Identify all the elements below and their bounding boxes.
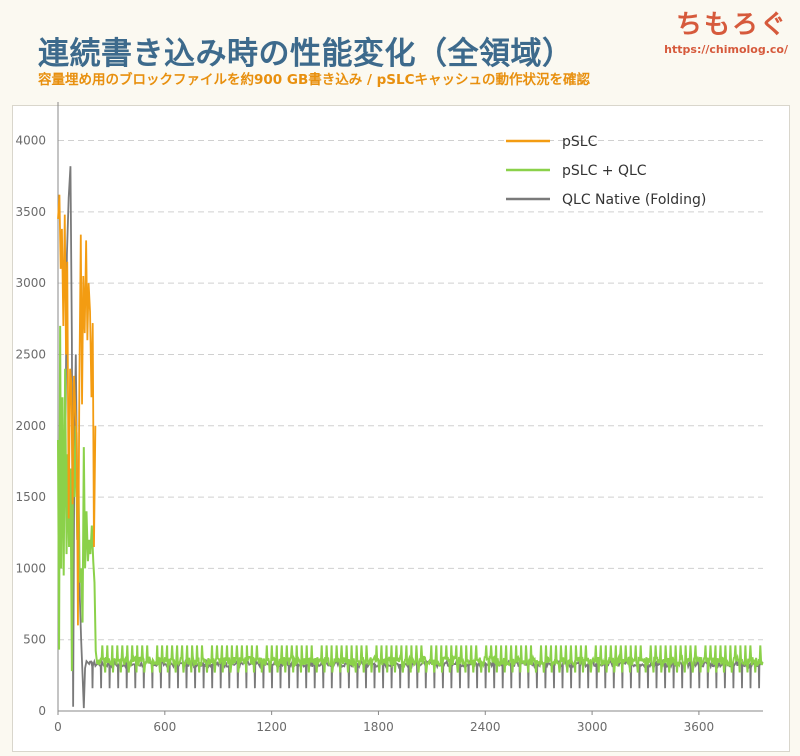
x-axis-ticks: 0 600 1200 1800 2400 3000 3600 (54, 711, 714, 734)
y-tick-label: 2500 (15, 347, 46, 361)
brand-logo: ちもろぐ https://chimolog.co/ (664, 4, 788, 56)
series-line-qlc-native (64, 166, 764, 709)
x-tick-label: 3000 (577, 720, 608, 734)
brand-url: https://chimolog.co/ (664, 43, 788, 56)
brand-name: ちもろぐ (675, 10, 788, 40)
y-axis-ticks: 0 500 1000 1500 2000 2500 3000 3500 4000 (15, 134, 46, 718)
y-tick-label: 3500 (15, 205, 46, 219)
series-line-pslc-qlc (57, 325, 764, 673)
x-tick-label: 3600 (684, 720, 715, 734)
x-tick-label: 0 (54, 720, 62, 734)
y-tick-label: 2000 (15, 419, 46, 433)
y-tick-label: 1500 (15, 490, 46, 504)
x-tick-label: 600 (153, 720, 176, 734)
legend-item-pslc-label: pSLC (562, 134, 598, 150)
chart-frame (12, 105, 790, 752)
y-tick-label: 3000 (15, 276, 46, 290)
legend: pSLC pSLC + QLC QLC Native (Folding) (506, 134, 706, 208)
page-title: 連続書き込み時の性能変化（全領域） (38, 36, 574, 72)
y-tick-label: 1000 (15, 561, 46, 575)
y-tick-label: 500 (23, 633, 46, 647)
y-tick-label: 0 (38, 704, 46, 718)
series-line-pslc (57, 194, 97, 626)
legend-item-qlc-native-label: QLC Native (Folding) (562, 192, 706, 208)
x-tick-label: 1800 (363, 720, 394, 734)
grid-lines (57, 102, 763, 712)
legend-item-pslc-qlc-label: pSLC + QLC (562, 163, 647, 179)
x-tick-label: 2400 (470, 720, 501, 734)
page-subtitle: 容量埋め用のブロックファイルを約900 GB書き込み / pSLCキャッシュの動… (38, 72, 590, 88)
x-tick-label: 1200 (256, 720, 287, 734)
series-lines (57, 166, 764, 709)
y-tick-label: 4000 (15, 134, 46, 148)
